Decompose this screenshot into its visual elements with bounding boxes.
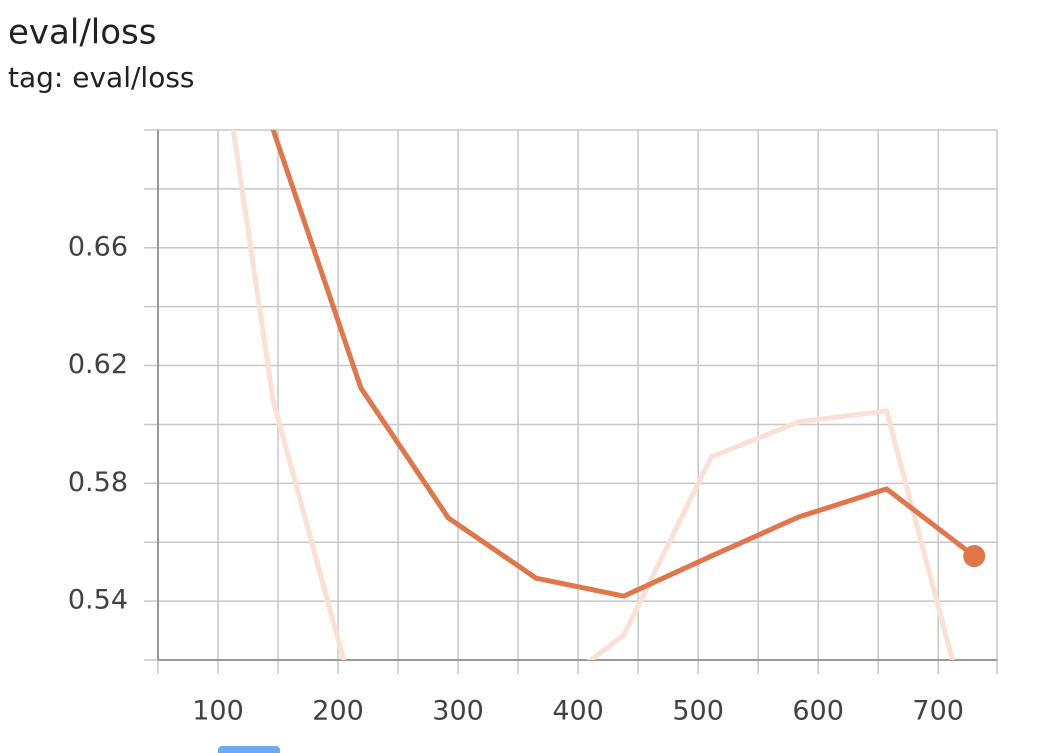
x-tick-label: 600 [792, 696, 844, 727]
x-tick-label: 500 [672, 696, 724, 727]
chart-title: eval/loss [8, 13, 156, 53]
x-tick-label: 300 [432, 696, 484, 727]
toggle-button[interactable] [218, 746, 280, 753]
chart-subtitle: tag: eval/loss [8, 61, 195, 94]
y-tick-label: 0.62 [68, 349, 128, 380]
x-tick-label: 100 [192, 696, 244, 727]
y-tick-label: 0.54 [68, 585, 128, 616]
last-point [963, 545, 986, 568]
plot-area [230, 130, 976, 660]
x-tick-label: 200 [312, 696, 364, 727]
x-tick-label: 400 [552, 696, 604, 727]
x-tick-label: 700 [912, 696, 964, 727]
series-line [230, 130, 955, 660]
y-tick-label: 0.66 [68, 231, 128, 262]
series-line [270, 130, 976, 599]
y-tick-label: 0.58 [68, 467, 128, 498]
